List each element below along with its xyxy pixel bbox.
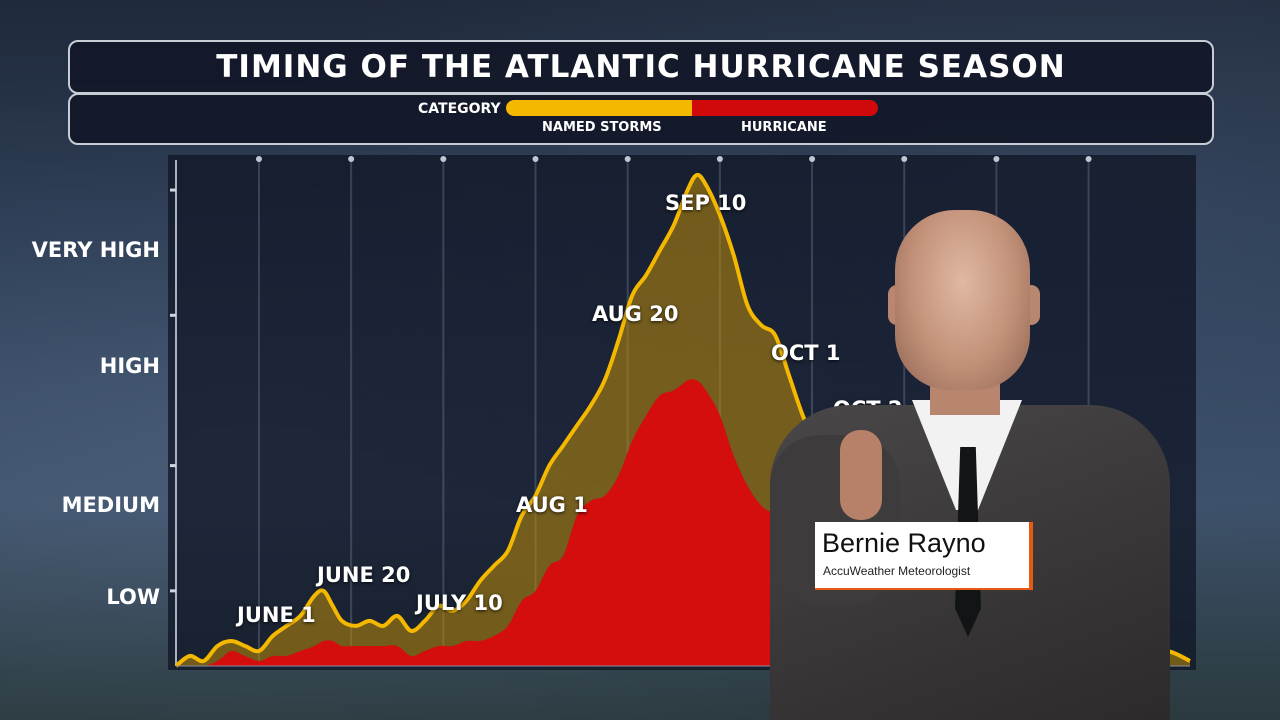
gridline-dot-4: [624, 156, 631, 162]
annotation-june-1: JUNE 1: [237, 603, 316, 627]
gridline-dot-3: [532, 156, 539, 162]
annotation-aug-20: AUG 20: [592, 302, 679, 326]
y-tick-medium: MEDIUM: [61, 493, 160, 517]
legend: CATEGORY NAMED STORMS HURRICANE: [68, 93, 1214, 145]
gridline-dot-2: [440, 156, 447, 162]
legend-swatch-hurricane: [692, 100, 878, 116]
presenter-name: Bernie Rayno: [822, 528, 986, 558]
lower-third: Bernie Rayno AccuWeather Meteorologist: [815, 522, 1033, 590]
series-hurricane-area: [176, 379, 1190, 667]
annotation-july-10: JULY 10: [416, 591, 503, 615]
gridline-dot-1: [348, 156, 355, 162]
legend-label: CATEGORY: [418, 101, 501, 117]
presenter-head: [895, 210, 1030, 390]
legend-swatch-named-storms: [506, 100, 694, 116]
gridline-dot-0: [255, 156, 262, 162]
y-tick-high: HIGH: [99, 354, 160, 378]
annotation-oct-1: OCT 1: [771, 341, 841, 365]
gridline-dot-5: [716, 156, 723, 162]
y-tick-very-high: VERY HIGH: [31, 238, 160, 262]
annotation-june-20: JUNE 20: [317, 563, 411, 587]
gridline-dot-9: [1085, 156, 1092, 162]
y-tick-low: LOW: [106, 585, 160, 609]
annotation-aug-1: AUG 1: [516, 493, 588, 517]
legend-item-named-storms: NAMED STORMS: [542, 120, 662, 135]
gridline-dot-6: [809, 156, 816, 162]
presenter-title: AccuWeather Meteorologist: [823, 564, 971, 578]
presenter: [750, 205, 1180, 720]
gridline-dot-8: [993, 156, 1000, 162]
title-banner: TIMING OF THE ATLANTIC HURRICANE SEASON: [68, 40, 1214, 94]
gridline-dot-7: [901, 156, 908, 162]
chart-title: TIMING OF THE ATLANTIC HURRICANE SEASON: [216, 49, 1066, 85]
legend-item-hurricane: HURRICANE: [741, 120, 827, 135]
presenter-hand: [840, 430, 882, 520]
annotation-sep-10: SEP 10: [665, 191, 747, 215]
